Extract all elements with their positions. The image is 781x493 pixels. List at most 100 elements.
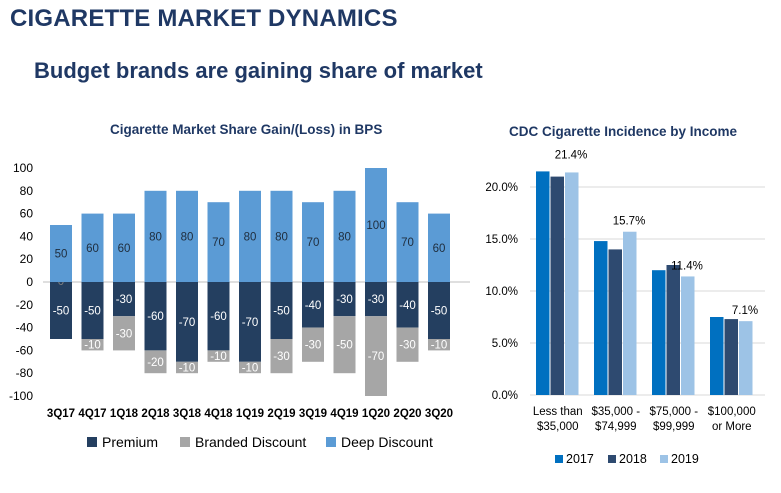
bar-deep-discount [302,202,324,282]
data-label: -50 [336,340,353,352]
data-label: -30 [305,340,322,352]
bar-deep-discount [176,190,198,282]
page-title: CIGARETTE MARKET DYNAMICS [10,5,398,32]
bar-premium [333,282,356,317]
y-tick-label: 40 [20,229,34,243]
y-tick-label: 20.0% [485,182,518,194]
bar-deep-discount [333,190,356,282]
bar-premium [239,282,261,362]
legend-label: 2019 [671,452,699,466]
bar-deep-discount [270,190,293,282]
bar-premium [396,282,419,328]
data-label: 60 [433,243,446,255]
data-label: 100 [366,220,385,232]
x-tick-label: $75,000 - [649,406,698,418]
x-tick-label: 4Q17 [78,408,106,420]
legend-swatch [326,437,336,447]
data-label: 80 [181,231,194,243]
bar-2019 [739,321,753,395]
data-label: 70 [307,237,320,249]
bar-deep-discount [207,202,230,282]
x-tick-label: 3Q20 [425,408,453,420]
y-tick-label: -80 [16,366,34,380]
data-label: -50 [84,306,101,318]
bar-premium [144,282,167,351]
data-label: -20 [147,357,164,369]
bar-deep-discount [396,202,419,282]
bar-2019 [565,172,579,395]
bar-branded-discount [302,327,324,362]
x-tick-label: Less than [533,406,583,418]
data-label: -10 [242,363,259,375]
x-tick-label: 1Q18 [110,408,139,420]
bar-2017 [536,171,550,395]
data-label: 21.4% [555,149,588,161]
bar-2018 [550,176,564,395]
y-tick-label: -20 [16,298,34,312]
y-tick-label: 80 [20,184,34,198]
bar-deep-discount [365,168,387,282]
x-tick-label: 1Q20 [362,408,390,420]
legend-label: Deep Discount [341,434,433,450]
data-label: 60 [86,243,99,255]
bar-2018 [666,265,680,395]
data-label: -10 [431,340,448,352]
bar-branded-discount [207,350,230,362]
legend-swatch [87,437,97,447]
bar-premium [207,282,230,351]
left-chart-title: Cigarette Market Share Gain/(Loss) in BP… [110,122,383,137]
bar-branded-discount [113,316,135,351]
bar-2019 [623,231,637,395]
y-tick-label: 0.0% [492,390,518,402]
data-label: 50 [55,249,68,261]
bar-branded-discount [365,316,387,396]
data-label: -30 [368,294,385,306]
bar-deep-discount [50,225,72,282]
y-tick-label: 0 [26,275,33,289]
bar-premium [81,282,104,339]
bar-premium [302,282,324,328]
y-tick-label: 20 [20,252,34,266]
data-label: 11.4% [671,260,703,272]
bar-premium [428,282,450,339]
data-label: 80 [275,231,288,243]
y-tick-label: 10.0% [485,286,518,298]
data-label: -10 [179,363,196,375]
data-label: -70 [242,317,259,329]
bar-deep-discount [239,190,261,282]
data-label: -10 [84,340,101,352]
x-tick-label: 4Q18 [204,408,233,420]
data-label: -30 [116,328,133,340]
bar-premium [365,282,387,317]
data-label: -40 [305,300,322,312]
data-label: -10 [210,351,227,363]
data-label: -50 [53,306,70,318]
y-tick-label: 100 [13,161,33,175]
data-label: 70 [401,237,414,249]
bar-branded-discount [396,327,419,362]
x-tick-label: 2Q18 [141,408,170,420]
bar-premium [270,282,293,339]
x-tick-label: 4Q19 [330,408,358,420]
x-tick-label: $35,000 [537,421,579,433]
bar-deep-discount [113,213,135,282]
legend-swatch [180,437,190,447]
x-tick-label: $35,000 - [591,406,640,418]
x-tick-label: $100,000 [708,406,756,418]
x-tick-label: $74,999 [595,421,637,433]
data-label: -30 [399,340,416,352]
bar-branded-discount [144,350,167,374]
data-label: 80 [149,231,162,243]
bar-premium [113,282,135,317]
data-label: 7.1% [732,305,758,317]
data-label: 15.7% [613,216,646,228]
bar-branded-discount [270,339,293,374]
data-label: -40 [399,300,416,312]
x-tick-label: 1Q19 [236,408,264,420]
x-tick-label: $99,999 [653,421,695,433]
data-label: -30 [116,294,133,306]
bar-deep-discount [81,213,104,282]
bar-premium [176,282,198,362]
legend-label: Branded Discount [195,434,306,450]
